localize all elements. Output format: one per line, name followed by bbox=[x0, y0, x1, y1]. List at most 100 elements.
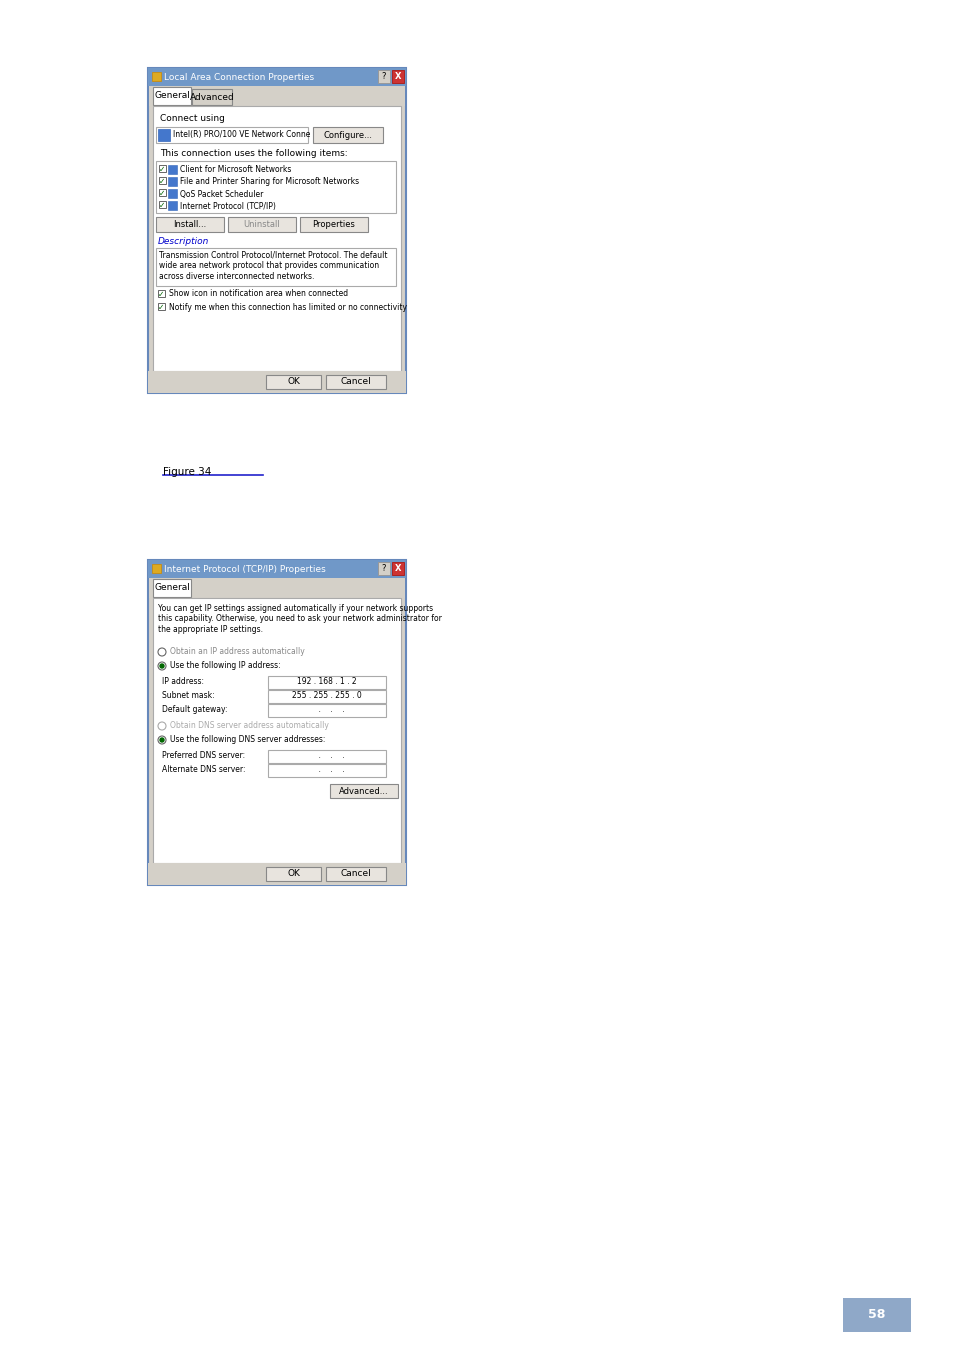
Bar bbox=[268, 704, 386, 718]
Text: ✓: ✓ bbox=[159, 177, 166, 185]
Text: ?: ? bbox=[381, 565, 386, 573]
Text: IP address:: IP address: bbox=[162, 677, 204, 686]
Text: Advanced...: Advanced... bbox=[339, 787, 389, 796]
Bar bbox=[268, 691, 386, 703]
Bar bbox=[326, 867, 386, 881]
Bar bbox=[228, 217, 295, 232]
Bar bbox=[168, 165, 177, 175]
Text: Uninstall: Uninstall bbox=[243, 219, 280, 229]
Bar bbox=[156, 217, 224, 232]
Text: ✓: ✓ bbox=[159, 190, 166, 198]
Bar bbox=[156, 127, 308, 144]
Text: 58: 58 bbox=[867, 1308, 884, 1322]
Bar bbox=[149, 87, 405, 106]
Text: Figure 34: Figure 34 bbox=[163, 467, 212, 477]
Bar bbox=[148, 371, 406, 393]
Text: Use the following IP address:: Use the following IP address: bbox=[170, 662, 280, 670]
Bar bbox=[159, 190, 166, 196]
Circle shape bbox=[160, 738, 164, 742]
Text: Use the following DNS server addresses:: Use the following DNS server addresses: bbox=[170, 735, 325, 745]
Text: ✓: ✓ bbox=[158, 290, 165, 299]
Bar bbox=[392, 562, 403, 575]
Text: .    .    .: . . . bbox=[309, 765, 344, 774]
Bar bbox=[158, 129, 170, 141]
Bar bbox=[168, 177, 177, 185]
Bar bbox=[159, 200, 166, 209]
Bar bbox=[266, 375, 320, 389]
Text: Properties: Properties bbox=[313, 219, 355, 229]
Bar bbox=[152, 72, 161, 81]
Text: Description: Description bbox=[158, 237, 209, 246]
Text: Transmission Control Protocol/Internet Protocol. The default
wide area network p: Transmission Control Protocol/Internet P… bbox=[159, 250, 387, 280]
Text: Internet Protocol (TCP/IP) Properties: Internet Protocol (TCP/IP) Properties bbox=[164, 565, 325, 574]
Bar bbox=[149, 578, 405, 598]
Text: Connect using: Connect using bbox=[160, 114, 225, 123]
Text: Obtain an IP address automatically: Obtain an IP address automatically bbox=[170, 647, 304, 657]
Text: Preferred DNS server:: Preferred DNS server: bbox=[162, 751, 245, 761]
Bar bbox=[158, 290, 165, 297]
Bar bbox=[152, 580, 191, 597]
Text: QoS Packet Scheduler: QoS Packet Scheduler bbox=[180, 190, 263, 199]
Text: .    .    .: . . . bbox=[309, 751, 344, 761]
Bar bbox=[158, 303, 165, 310]
Text: Advanced: Advanced bbox=[190, 92, 234, 102]
Bar bbox=[152, 106, 400, 371]
Text: Client for Microsoft Networks: Client for Microsoft Networks bbox=[180, 165, 291, 175]
Text: Obtain DNS server address automatically: Obtain DNS server address automatically bbox=[170, 722, 329, 731]
Bar bbox=[152, 87, 191, 106]
Bar bbox=[168, 190, 177, 198]
Text: File and Printer Sharing for Microsoft Networks: File and Printer Sharing for Microsoft N… bbox=[180, 177, 358, 187]
Bar bbox=[159, 177, 166, 184]
Bar bbox=[148, 561, 406, 886]
Bar bbox=[148, 68, 406, 87]
Bar bbox=[268, 750, 386, 764]
Text: X: X bbox=[395, 72, 401, 81]
Text: ✓: ✓ bbox=[158, 303, 165, 311]
Text: 192 . 168 . 1 . 2: 192 . 168 . 1 . 2 bbox=[297, 677, 356, 686]
Text: OK: OK bbox=[287, 378, 299, 386]
Circle shape bbox=[160, 663, 164, 668]
Text: Cancel: Cancel bbox=[340, 869, 371, 879]
Text: 255 . 255 . 255 . 0: 255 . 255 . 255 . 0 bbox=[292, 692, 361, 700]
Text: Local Area Connection Properties: Local Area Connection Properties bbox=[164, 73, 314, 81]
Text: ✓: ✓ bbox=[159, 200, 166, 210]
Text: This connection uses the following items:: This connection uses the following items… bbox=[160, 149, 347, 158]
Text: Subnet mask:: Subnet mask: bbox=[162, 692, 214, 700]
Text: Internet Protocol (TCP/IP): Internet Protocol (TCP/IP) bbox=[180, 202, 275, 210]
Text: You can get IP settings assigned automatically if your network supports
this cap: You can get IP settings assigned automat… bbox=[158, 604, 441, 634]
Bar bbox=[377, 562, 390, 575]
Bar bbox=[152, 598, 400, 862]
Text: General: General bbox=[153, 584, 190, 593]
Text: OK: OK bbox=[287, 869, 299, 879]
Bar bbox=[156, 248, 395, 286]
Bar bbox=[268, 764, 386, 777]
Text: .    .    .: . . . bbox=[309, 705, 344, 715]
Bar bbox=[152, 565, 161, 573]
Bar bbox=[326, 375, 386, 389]
Bar bbox=[148, 561, 406, 578]
Text: Alternate DNS server:: Alternate DNS server: bbox=[162, 765, 245, 774]
Bar bbox=[842, 1298, 910, 1332]
Text: Default gateway:: Default gateway: bbox=[162, 705, 227, 715]
Text: ✓: ✓ bbox=[159, 165, 166, 175]
Bar bbox=[268, 676, 386, 689]
Bar bbox=[156, 161, 395, 213]
Text: X: X bbox=[395, 565, 401, 573]
Bar bbox=[299, 217, 368, 232]
Text: Configure...: Configure... bbox=[323, 130, 372, 139]
Text: Cancel: Cancel bbox=[340, 378, 371, 386]
Bar bbox=[377, 70, 390, 83]
Text: Notify me when this connection has limited or no connectivity: Notify me when this connection has limit… bbox=[169, 302, 407, 311]
Bar bbox=[392, 70, 403, 83]
Bar bbox=[313, 127, 382, 144]
Bar bbox=[330, 784, 397, 798]
Text: Install...: Install... bbox=[173, 219, 207, 229]
Text: General: General bbox=[153, 92, 190, 100]
Bar bbox=[148, 862, 406, 886]
Bar bbox=[192, 89, 232, 106]
Text: Intel(R) PRO/100 VE Network Conne: Intel(R) PRO/100 VE Network Conne bbox=[172, 130, 310, 139]
Text: ?: ? bbox=[381, 72, 386, 81]
Bar bbox=[266, 867, 320, 881]
Bar bbox=[159, 165, 166, 172]
Bar bbox=[148, 68, 406, 393]
